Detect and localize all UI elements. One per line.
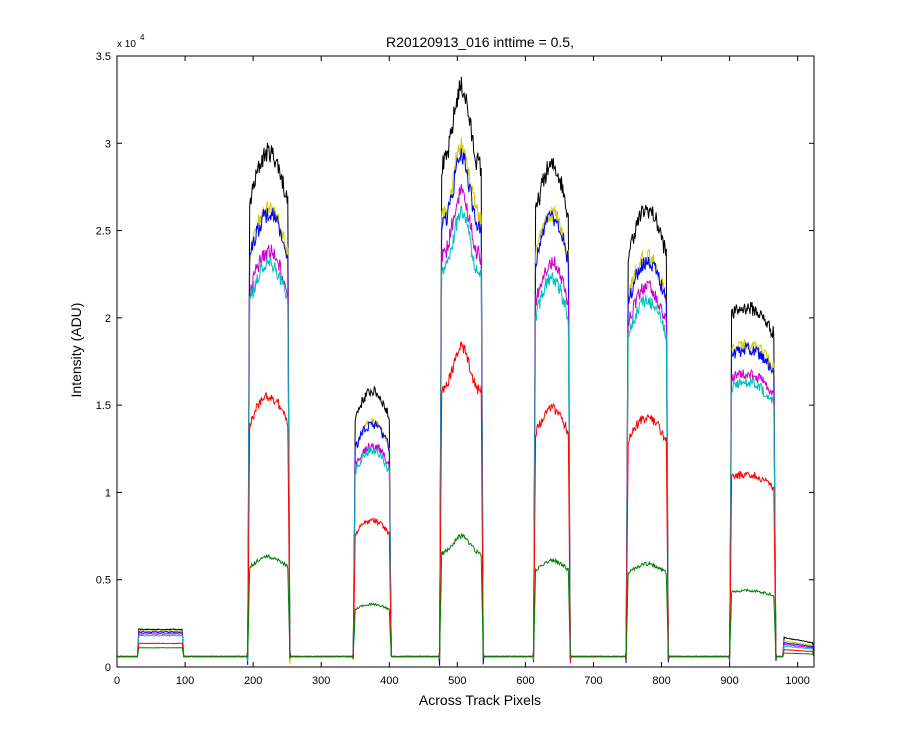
series-line xyxy=(116,532,815,660)
axes-box xyxy=(116,55,815,668)
x-tick-label: 1000 xyxy=(785,675,809,687)
y-exponent-base: x 10 xyxy=(117,39,136,50)
y-tick-label: 1.5 xyxy=(96,400,111,412)
y-tick-label: 3 xyxy=(105,138,111,150)
y-axis-label: Intensity (ADU) xyxy=(68,303,84,398)
x-tick-label: 900 xyxy=(720,675,738,687)
y-tick-label: 0.5 xyxy=(96,575,111,587)
y-tick-label: 0 xyxy=(105,662,111,674)
x-tick-label: 600 xyxy=(516,675,534,687)
chart-title: R20120913_016 inttime = 0.5, xyxy=(386,34,574,50)
y-tick-label: 3.5 xyxy=(96,51,111,63)
x-tick-label: 800 xyxy=(652,675,670,687)
x-axis-label: Across Track Pixels xyxy=(419,692,541,708)
plot-area xyxy=(117,56,814,667)
x-tick-label: 400 xyxy=(380,675,398,687)
x-tick-label: 0 xyxy=(114,675,120,687)
x-tick-label: 700 xyxy=(584,675,602,687)
x-tick-label: 300 xyxy=(312,675,330,687)
y-tick-label: 2 xyxy=(105,313,111,325)
tick-layer: 0 100 200 300 400 500 600 700 800 900 1000 0 0.5 1 1.5… xyxy=(96,51,814,687)
y-exponent-power: 4 xyxy=(140,33,145,42)
series-layer xyxy=(116,76,815,666)
x-tick-label: 200 xyxy=(244,675,262,687)
y-tick-label: 1 xyxy=(105,487,111,499)
y-tick-label: 2.5 xyxy=(96,226,111,238)
x-tick-label: 100 xyxy=(176,675,194,687)
x-tick-label: 500 xyxy=(448,675,466,687)
